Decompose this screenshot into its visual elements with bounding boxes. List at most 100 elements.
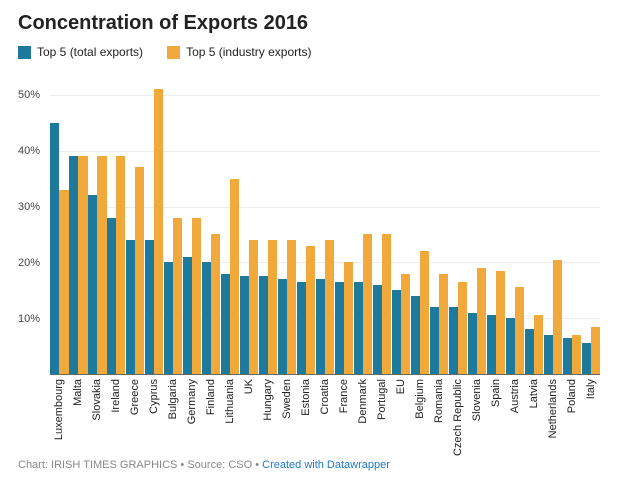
bar: [496, 271, 505, 374]
x-tick-label: Belgium: [410, 379, 429, 457]
bar-group: [50, 67, 69, 374]
bar: [458, 282, 467, 374]
bar-group: [429, 67, 448, 374]
x-tick-label: Denmark: [354, 379, 373, 457]
bar-group: [259, 67, 278, 374]
bar: [392, 290, 401, 374]
bar: [50, 123, 59, 374]
bar-group: [372, 67, 391, 374]
x-tick-label: Latvia: [524, 379, 543, 457]
y-tick-label: 40%: [18, 145, 40, 157]
bar-group: [316, 67, 335, 374]
legend-item: Top 5 (industry exports): [167, 45, 311, 59]
x-tick-label: Netherlands: [543, 379, 562, 457]
chart-area: 10% 20% 30% 40% 50%: [18, 67, 602, 375]
bar: [268, 240, 277, 374]
legend-label: Top 5 (total exports): [37, 45, 143, 59]
bar-group: [202, 67, 221, 374]
bar: [69, 156, 78, 374]
x-tick-label: UK: [240, 379, 259, 457]
footer-tool-link[interactable]: Created with Datawrapper: [262, 459, 390, 471]
footer-chart-label: Chart:: [18, 459, 48, 471]
bar-group: [145, 67, 164, 374]
x-tick-label: Poland: [562, 379, 581, 457]
bar: [88, 195, 97, 374]
bar-group: [221, 67, 240, 374]
bar: [249, 240, 258, 374]
bars-container: [50, 67, 600, 374]
x-tick-label: Czech Republic: [448, 379, 467, 457]
x-axis: LuxembourgMaltaSlovakiaIrelandGreeceCypr…: [50, 379, 600, 457]
bar-group: [278, 67, 297, 374]
bar: [582, 343, 591, 374]
legend-label: Top 5 (industry exports): [186, 45, 311, 59]
bar: [259, 276, 268, 374]
bar: [591, 327, 600, 374]
bar: [145, 240, 154, 374]
bar: [363, 234, 372, 374]
bar: [553, 260, 562, 374]
bar: [278, 279, 287, 374]
bar: [563, 338, 572, 374]
bar: [525, 329, 534, 374]
x-tick-label: France: [335, 379, 354, 457]
bar: [221, 274, 230, 374]
bar: [297, 282, 306, 374]
bar: [135, 167, 144, 374]
x-tick-label: EU: [391, 379, 410, 457]
x-tick-label: Lithuania: [221, 379, 240, 457]
x-tick-label: Estonia: [297, 379, 316, 457]
footer-chart-credit: IRISH TIMES GRAPHICS: [51, 459, 177, 471]
bar: [544, 335, 553, 374]
bar: [306, 246, 315, 374]
bar-group: [448, 67, 467, 374]
x-tick-label: Bulgaria: [164, 379, 183, 457]
bar: [202, 262, 211, 374]
bar: [59, 190, 68, 374]
bar-group: [410, 67, 429, 374]
bar-group: [126, 67, 145, 374]
y-tick-label: 50%: [18, 89, 40, 101]
x-tick-label: Ireland: [107, 379, 126, 457]
legend: Top 5 (total exports) Top 5 (industry exp…: [18, 45, 602, 59]
bar: [506, 318, 515, 374]
x-tick-label: Greece: [126, 379, 145, 457]
bar: [192, 218, 201, 374]
plot-area: [50, 67, 600, 375]
bar: [534, 315, 543, 374]
bar-group: [297, 67, 316, 374]
bar: [154, 89, 163, 374]
bar-group: [391, 67, 410, 374]
x-tick-label: Italy: [581, 379, 600, 457]
bar: [173, 218, 182, 374]
bar-group: [524, 67, 543, 374]
bar: [344, 262, 353, 374]
bar: [411, 296, 420, 374]
x-tick-label: Austria: [505, 379, 524, 457]
bar: [373, 285, 382, 374]
y-tick-label: 30%: [18, 201, 40, 213]
bar: [420, 251, 429, 374]
x-tick-label: Luxembourg: [50, 379, 69, 457]
legend-swatch: [18, 46, 31, 59]
bar: [126, 240, 135, 374]
bar-group: [505, 67, 524, 374]
bar: [382, 234, 391, 374]
x-tick-label: Romania: [429, 379, 448, 457]
bar: [335, 282, 344, 374]
y-tick-label: 20%: [18, 257, 40, 269]
x-tick-label: Spain: [486, 379, 505, 457]
bar-group: [69, 67, 88, 374]
bar: [316, 279, 325, 374]
bar: [449, 307, 458, 374]
bar: [78, 156, 87, 374]
x-tick-label: Germany: [183, 379, 202, 457]
bar: [515, 287, 524, 374]
x-tick-label: Hungary: [259, 379, 278, 457]
bar-group: [486, 67, 505, 374]
x-tick-label: Cyprus: [145, 379, 164, 457]
y-tick-label: 10%: [18, 313, 40, 325]
footer-source: CSO: [228, 459, 252, 471]
x-tick-label: Croatia: [316, 379, 335, 457]
bar-group: [335, 67, 354, 374]
